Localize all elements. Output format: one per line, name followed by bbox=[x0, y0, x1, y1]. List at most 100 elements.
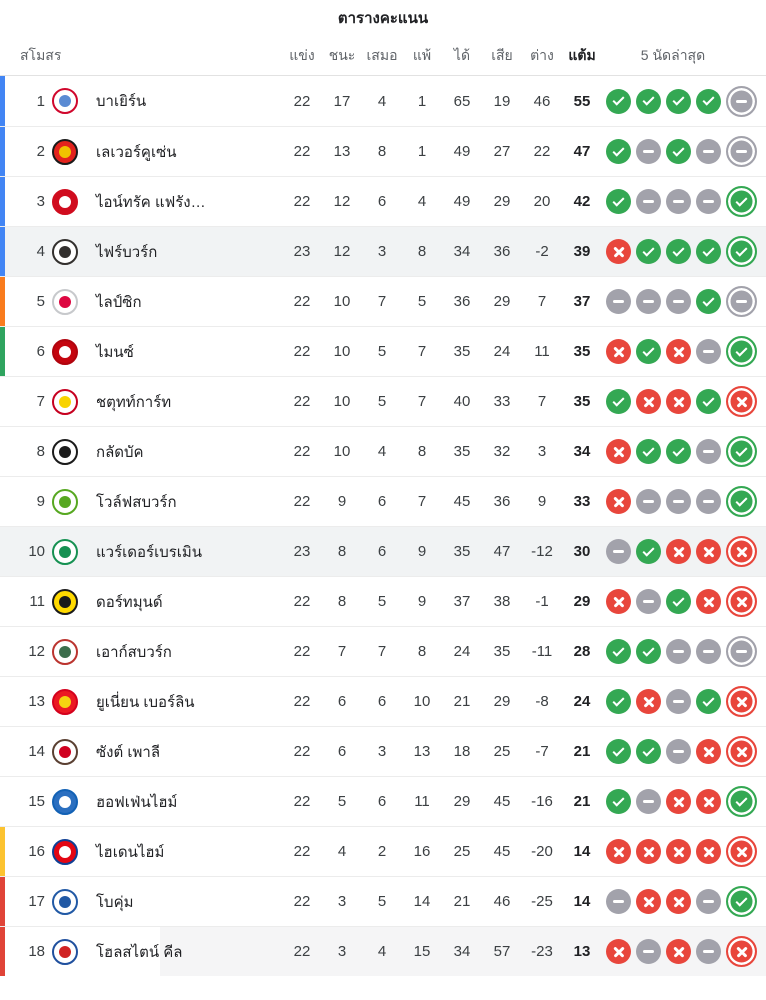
loss-icon[interactable] bbox=[696, 789, 721, 814]
win-icon[interactable] bbox=[726, 436, 757, 467]
loss-icon[interactable] bbox=[606, 489, 631, 514]
table-row[interactable]: 8 กลัดบัค 22 10 4 8 35 32 3 34 bbox=[0, 426, 766, 476]
win-icon[interactable] bbox=[696, 289, 721, 314]
draw-icon[interactable] bbox=[666, 689, 691, 714]
win-icon[interactable] bbox=[726, 486, 757, 517]
draw-icon[interactable] bbox=[696, 889, 721, 914]
loss-icon[interactable] bbox=[726, 686, 757, 717]
win-icon[interactable] bbox=[606, 789, 631, 814]
table-row[interactable]: 1 บาเยิร์น 22 17 4 1 65 19 46 55 bbox=[0, 76, 766, 126]
draw-icon[interactable] bbox=[636, 789, 661, 814]
draw-icon[interactable] bbox=[606, 539, 631, 564]
loss-icon[interactable] bbox=[606, 239, 631, 264]
table-row[interactable]: 12 เอาก์สบวร์ก 22 7 7 8 24 35 -11 28 bbox=[0, 626, 766, 676]
loss-icon[interactable] bbox=[606, 589, 631, 614]
draw-icon[interactable] bbox=[696, 189, 721, 214]
win-icon[interactable] bbox=[606, 739, 631, 764]
table-row[interactable]: 17 โบคุ่ม 22 3 5 14 21 46 -25 14 bbox=[0, 876, 766, 926]
loss-icon[interactable] bbox=[606, 339, 631, 364]
table-row[interactable]: 2 เลเวอร์คูเซ่น 22 13 8 1 49 27 22 47 bbox=[0, 126, 766, 176]
loss-icon[interactable] bbox=[666, 339, 691, 364]
draw-icon[interactable] bbox=[636, 489, 661, 514]
loss-icon[interactable] bbox=[636, 839, 661, 864]
win-icon[interactable] bbox=[666, 139, 691, 164]
table-row[interactable]: 13 ยูเนี่ยน เบอร์ลิน 22 6 6 10 21 29 -8 … bbox=[0, 676, 766, 726]
win-icon[interactable] bbox=[696, 88, 721, 114]
draw-icon[interactable] bbox=[636, 189, 661, 214]
win-icon[interactable] bbox=[636, 88, 661, 114]
draw-icon[interactable] bbox=[666, 289, 691, 314]
loss-icon[interactable] bbox=[696, 739, 721, 764]
draw-icon[interactable] bbox=[636, 589, 661, 614]
table-row[interactable]: 10 แวร์เดอร์เบรเมิน 23 8 6 9 35 47 -12 3… bbox=[0, 526, 766, 576]
table-row[interactable]: 16 ไฮเดนไฮม์ 22 4 2 16 25 45 -20 14 bbox=[0, 826, 766, 876]
draw-icon[interactable] bbox=[696, 939, 721, 964]
loss-icon[interactable] bbox=[666, 539, 691, 564]
table-row[interactable]: 6 ไมนซ์ 22 10 5 7 35 24 11 35 bbox=[0, 326, 766, 376]
draw-icon[interactable] bbox=[696, 639, 721, 664]
win-icon[interactable] bbox=[636, 639, 661, 664]
loss-icon[interactable] bbox=[666, 389, 691, 414]
loss-icon[interactable] bbox=[636, 889, 661, 914]
win-icon[interactable] bbox=[636, 739, 661, 764]
table-row[interactable]: 9 โวล์ฟสบวร์ก 22 9 6 7 45 36 9 33 bbox=[0, 476, 766, 526]
win-icon[interactable] bbox=[666, 439, 691, 464]
draw-icon[interactable] bbox=[726, 136, 757, 167]
table-row[interactable]: 7 ชตุทท์การ์ท 22 10 5 7 40 33 7 35 bbox=[0, 376, 766, 426]
draw-icon[interactable] bbox=[696, 489, 721, 514]
win-icon[interactable] bbox=[606, 88, 631, 114]
draw-icon[interactable] bbox=[636, 139, 661, 164]
win-icon[interactable] bbox=[606, 139, 631, 164]
win-icon[interactable] bbox=[726, 336, 757, 367]
draw-icon[interactable] bbox=[696, 139, 721, 164]
win-icon[interactable] bbox=[726, 886, 757, 917]
win-icon[interactable] bbox=[726, 786, 757, 817]
table-row[interactable]: 5 ไลป์ซิก 22 10 7 5 36 29 7 37 bbox=[0, 276, 766, 326]
table-row[interactable]: 4 ไฟร์บวร์ก 23 12 3 8 34 36 -2 39 bbox=[0, 226, 766, 276]
draw-icon[interactable] bbox=[696, 339, 721, 364]
draw-icon[interactable] bbox=[606, 889, 631, 914]
loss-icon[interactable] bbox=[726, 936, 757, 967]
loss-icon[interactable] bbox=[606, 939, 631, 964]
draw-icon[interactable] bbox=[666, 739, 691, 764]
draw-icon[interactable] bbox=[726, 286, 757, 317]
table-row[interactable]: 14 ซังต์ เพาลี 22 6 3 13 18 25 -7 21 bbox=[0, 726, 766, 776]
win-icon[interactable] bbox=[606, 189, 631, 214]
draw-icon[interactable] bbox=[666, 489, 691, 514]
win-icon[interactable] bbox=[696, 239, 721, 264]
loss-icon[interactable] bbox=[696, 839, 721, 864]
loss-icon[interactable] bbox=[666, 789, 691, 814]
loss-icon[interactable] bbox=[726, 736, 757, 767]
loss-icon[interactable] bbox=[666, 839, 691, 864]
win-icon[interactable] bbox=[726, 236, 757, 267]
win-icon[interactable] bbox=[666, 88, 691, 114]
win-icon[interactable] bbox=[636, 239, 661, 264]
win-icon[interactable] bbox=[636, 439, 661, 464]
draw-icon[interactable] bbox=[666, 639, 691, 664]
loss-icon[interactable] bbox=[696, 589, 721, 614]
win-icon[interactable] bbox=[666, 239, 691, 264]
draw-icon[interactable] bbox=[666, 189, 691, 214]
draw-icon[interactable] bbox=[606, 289, 631, 314]
draw-icon[interactable] bbox=[726, 85, 757, 117]
loss-icon[interactable] bbox=[726, 586, 757, 617]
loss-icon[interactable] bbox=[606, 439, 631, 464]
loss-icon[interactable] bbox=[636, 389, 661, 414]
win-icon[interactable] bbox=[696, 389, 721, 414]
draw-icon[interactable] bbox=[696, 439, 721, 464]
loss-icon[interactable] bbox=[726, 386, 757, 417]
loss-icon[interactable] bbox=[636, 689, 661, 714]
win-icon[interactable] bbox=[726, 186, 757, 217]
win-icon[interactable] bbox=[636, 539, 661, 564]
table-row[interactable]: 15 ฮอฟเฟ่นไฮม์ 22 5 6 11 29 45 -16 21 bbox=[0, 776, 766, 826]
loss-icon[interactable] bbox=[696, 539, 721, 564]
loss-icon[interactable] bbox=[666, 939, 691, 964]
win-icon[interactable] bbox=[636, 339, 661, 364]
draw-icon[interactable] bbox=[636, 939, 661, 964]
table-row[interactable]: 11 ดอร์ทมุนด์ 22 8 5 9 37 38 -1 29 bbox=[0, 576, 766, 626]
win-icon[interactable] bbox=[696, 689, 721, 714]
draw-icon[interactable] bbox=[726, 636, 757, 667]
draw-icon[interactable] bbox=[636, 289, 661, 314]
loss-icon[interactable] bbox=[666, 889, 691, 914]
loss-icon[interactable] bbox=[726, 536, 757, 567]
